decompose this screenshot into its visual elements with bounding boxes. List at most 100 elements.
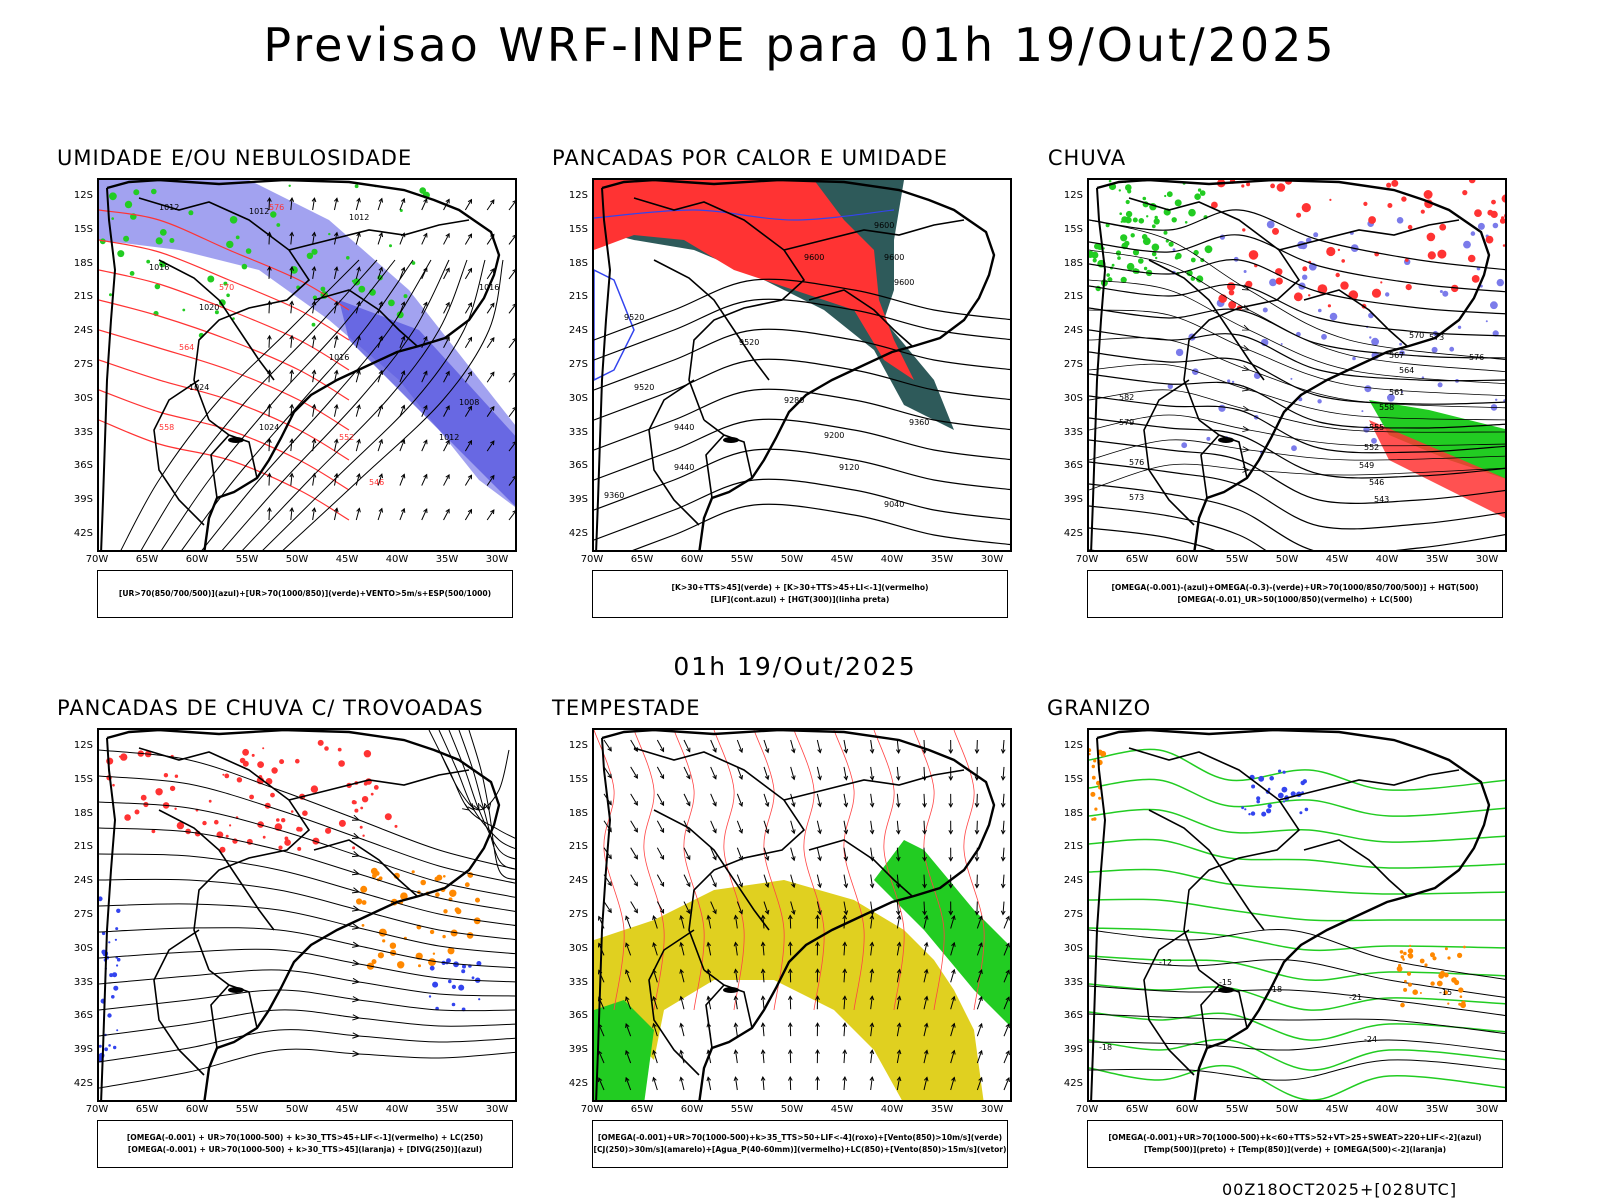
flow-arrow <box>479 802 486 812</box>
hgt500-contour <box>1089 283 1505 337</box>
wind-vector <box>290 335 293 348</box>
contour-label: 552 <box>1364 443 1379 452</box>
contour-label: -21 <box>1349 993 1362 1002</box>
wind-vector <box>333 335 338 348</box>
wind-vector <box>656 847 664 860</box>
wind-vector <box>976 942 983 956</box>
humidity-green-blob <box>235 235 240 240</box>
wind-arrowhead <box>311 231 317 237</box>
wind-vector <box>421 233 428 245</box>
rain-blue-blob <box>1492 222 1499 229</box>
flow-arrow <box>352 941 361 948</box>
lon-tick-label: 70W <box>580 554 604 565</box>
wind-vector <box>377 232 383 245</box>
contour-label: 9520 <box>739 338 759 347</box>
contour-label: 546 <box>369 478 384 487</box>
contour-label: -15 <box>1439 988 1452 997</box>
wind-arrowhead <box>712 828 717 834</box>
rain-green-blob <box>1115 250 1122 256</box>
wind-vector <box>896 969 901 983</box>
lon-tick-label: 55W <box>235 554 259 565</box>
wind-arrowhead <box>760 968 766 974</box>
rain-red-blob <box>1326 246 1336 257</box>
rain-red-blob <box>1387 203 1393 208</box>
rain-blue-blob <box>1361 410 1364 413</box>
storm-orange-blob <box>436 874 443 881</box>
rain-green-blob <box>1199 190 1206 196</box>
state-border <box>1278 769 1460 801</box>
wind-vector <box>603 901 612 913</box>
wind850-green-area-sw <box>594 1000 654 1100</box>
divergence-blue-blob <box>116 957 121 962</box>
wind-arrowhead <box>895 749 901 754</box>
wind-vector <box>680 1077 685 1091</box>
rain-green-blob <box>1130 233 1135 238</box>
wind-vector <box>656 766 664 779</box>
rain-green-blob <box>1153 218 1160 225</box>
streamline <box>1089 337 1505 409</box>
contour-label: -15 <box>1219 978 1232 987</box>
wind-vector <box>399 474 405 486</box>
contour-label: 1016 <box>149 263 169 272</box>
wind-vector <box>763 901 769 915</box>
wind-arrowhead <box>815 941 820 947</box>
wind-arrowhead <box>733 941 739 947</box>
humidity-green-blob <box>109 192 117 201</box>
storm-red-blob <box>361 796 369 803</box>
wind-arrowhead <box>712 774 717 780</box>
storm-red-blob <box>270 792 275 798</box>
wind-arrowhead <box>289 334 295 340</box>
contour-label: 1012 <box>349 213 369 222</box>
wind-arrowhead <box>490 371 495 377</box>
wind-vector <box>870 739 874 753</box>
wind-vector <box>312 198 315 211</box>
wind-vector <box>1002 739 1005 753</box>
wind-vector <box>843 969 846 983</box>
wind-arrowhead <box>738 775 744 781</box>
wind-arrowhead <box>843 910 849 916</box>
contour-label: 567 <box>1389 351 1404 360</box>
wind-arrowhead <box>400 266 406 272</box>
lat-tick-label: 42S <box>568 528 588 539</box>
temp500-contour <box>1089 928 1505 980</box>
contour-label: 9600 <box>894 278 914 287</box>
storm-red-blob <box>124 814 131 821</box>
wind-vector <box>734 996 738 1010</box>
wind-arrowhead <box>400 335 406 341</box>
wind-arrowhead <box>869 883 875 889</box>
state-border <box>138 747 311 971</box>
humidity-green-blob <box>346 256 350 260</box>
wind-arrowhead <box>787 1049 793 1054</box>
wind-vector <box>399 267 405 280</box>
wind-arrowhead <box>869 1049 875 1055</box>
wind-arrowhead <box>289 507 295 512</box>
wind-arrowhead <box>490 302 495 308</box>
wind-vector <box>508 235 515 245</box>
storm-red-blob <box>338 819 346 827</box>
omega-orange-blob <box>1419 958 1425 964</box>
wind-vector <box>630 847 638 860</box>
wind-vector <box>896 901 900 915</box>
wind-arrowhead <box>869 1022 875 1028</box>
omega-orange-blob <box>1430 981 1435 986</box>
storm-red-blob <box>360 806 364 810</box>
wind-vector <box>421 267 428 280</box>
wind-arrowhead <box>679 914 684 920</box>
storm-orange-blob <box>443 875 446 878</box>
lagoon <box>1218 987 1234 993</box>
lon-tick-label: 70W <box>580 1104 604 1115</box>
wind-vector <box>707 942 712 956</box>
map-granizo: -12 -15 -18 -21 -24 -15 -18 <box>1087 728 1507 1102</box>
lat-tick-label: 30S <box>1063 392 1083 404</box>
rain-red-blob <box>1423 190 1433 199</box>
lon-tick-label: 60W <box>680 554 704 565</box>
lon-tick-label: 30W <box>1475 554 1499 565</box>
divergence-blue-blob <box>112 972 118 978</box>
hgt500-contour <box>1089 373 1505 429</box>
rain-red-blob <box>1451 284 1459 293</box>
wind-vector <box>790 793 795 807</box>
wind-arrowhead <box>896 941 902 947</box>
contour-label: 1012 <box>439 433 459 442</box>
subtitle: 01h 19/Out/2025 <box>673 652 917 681</box>
wind-vector <box>625 943 632 956</box>
